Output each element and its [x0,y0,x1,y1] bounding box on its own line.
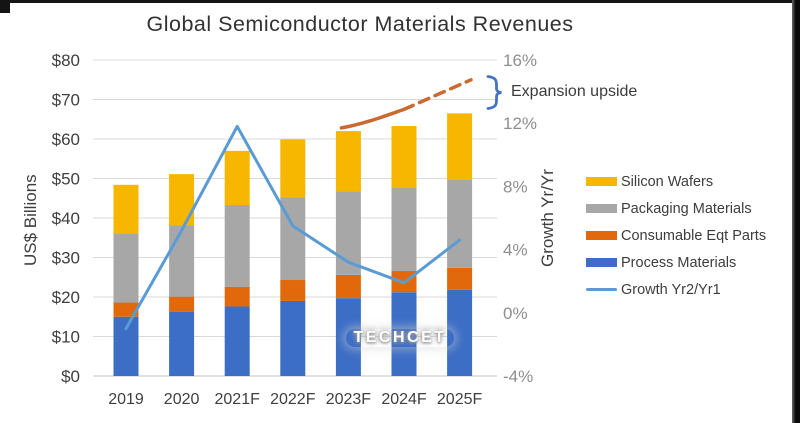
bar-segment-consumable-eqt-parts [335,274,361,299]
legend-item-silicon-wafers: Silicon Wafers [586,168,766,195]
legend-label-process-materials: Process Materials [621,254,737,271]
upside-line-solid [339,107,406,130]
legend-swatch-silicon-wafers [586,177,617,186]
bar-segment-process-materials [335,298,361,376]
bar-segment-process-materials [391,292,417,376]
y-axis-tick-left: $40 [52,209,80,228]
x-axis-tick: 2019 [108,391,144,408]
bar-segment-process-materials [224,306,250,376]
x-axis-tick: 2024F [381,391,427,408]
x-axis-tick: 2021F [215,391,261,408]
legend-item-growth-yr2-yr1: Growth Yr2/Yr1 [586,276,766,303]
y-axis-tick-right: 4% [503,241,528,260]
y-axis-tick-right: 16% [503,51,537,70]
y-axis-tick-left: $50 [52,170,80,189]
legend-label-silicon-wafers: Silicon Wafers [621,173,714,190]
y-axis-tick-left: $80 [52,51,80,70]
x-axis-tick: 2023F [326,391,372,408]
bar-segment-silicon-wafers [391,125,417,188]
techcet-watermark: TECHCET [346,329,454,347]
y-axis-tick-right: 12% [503,114,537,133]
expansion-bracket-icon [486,75,502,110]
x-axis-tick: 2022F [270,391,316,408]
bar-segment-process-materials [169,311,195,376]
bar-segment-silicon-wafers [224,150,250,205]
legend-label-growth-yr2-yr1: Growth Yr2/Yr1 [621,281,721,298]
y-axis-tick-right: 8% [503,177,528,196]
bar-segment-consumable-eqt-parts [447,267,473,290]
screen-edge-top [0,0,800,3]
bar-segment-process-materials [280,300,306,376]
x-axis-tick: 2025F [437,391,483,408]
legend-label-packaging-materials: Packaging Materials [621,200,752,217]
upside-line-dashed [402,78,473,112]
legend-swatch-consumable-eqt-parts [586,231,617,240]
legend-item-packaging-materials: Packaging Materials [586,195,766,222]
y-axis-tick-right: -4% [503,367,533,386]
bar-segment-consumable-eqt-parts [224,286,250,307]
bar-segment-packaging-materials [113,233,139,303]
bar-segment-consumable-eqt-parts [169,296,195,312]
legend-swatch-growth-line [586,288,617,291]
legend-swatch-process-materials [586,258,617,267]
y-axis-tick-right: 0% [503,304,528,323]
legend-label-consumable-eqt-parts: Consumable Eqt Parts [621,227,767,244]
bar-segment-packaging-materials [224,204,250,287]
y-axis-tick-left: $60 [52,130,80,149]
bar-segment-silicon-wafers [113,184,139,234]
screen-edge-top-left [0,0,10,13]
bar-segment-silicon-wafers [447,113,473,180]
bar-segment-consumable-eqt-parts [113,302,139,317]
y-axis-tick-left: $30 [52,249,80,268]
bar-segment-packaging-materials [447,179,473,268]
growth-yr2-yr1-line [124,124,462,331]
bar-segment-packaging-materials [169,225,195,297]
x-axis-tick: 2020 [164,391,200,408]
bar-segment-silicon-wafers [335,131,361,192]
y-axis-tick-left: $20 [52,288,80,307]
bar-segment-silicon-wafers [169,174,195,226]
y-axis-tick-left: $10 [52,328,80,347]
bar-segment-silicon-wafers [280,139,306,198]
expansion-upside-annotation: Expansion upside [511,83,638,100]
y-axis-tick-left: $0 [61,367,80,386]
y-axis-tick-left: $70 [52,91,80,110]
bar-segment-packaging-materials [391,187,417,271]
legend-item-process-materials: Process Materials [586,249,766,276]
bar-segment-process-materials [447,289,473,376]
chart-legend: Silicon Wafers Packaging Materials Consu… [586,168,766,303]
chart-title: Global Semiconductor Materials Revenues [146,12,574,36]
legend-swatch-packaging-materials [586,204,617,213]
bar-segment-consumable-eqt-parts [280,280,306,301]
screen-edge-right [792,0,800,423]
legend-item-consumable-eqt-parts: Consumable Eqt Parts [586,222,766,249]
